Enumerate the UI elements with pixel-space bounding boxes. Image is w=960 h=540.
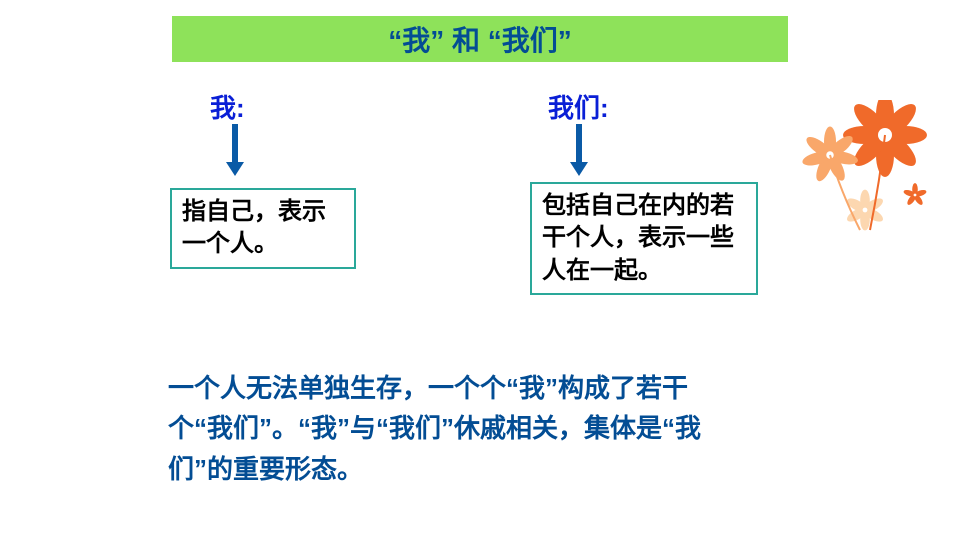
arrow-shaft [232,124,238,162]
arrow-shaft [576,124,582,162]
summary-text: 一个人无法单独生存，一个个“我”构成了若干个“我们”。“我”与“我们”休戚相关，… [168,368,748,489]
definition-box-women: 包括自己在内的若干个人，表示一些人在一起。 [530,182,758,295]
flower-decoration-icon [770,100,940,260]
title-text: “我” 和 “我们” [388,19,572,59]
title-bar: “我” 和 “我们” [172,16,788,62]
right-label-women: 我们: [548,88,609,125]
definition-box-wo: 指自己，表示一个人。 [170,188,356,269]
down-arrow-icon [228,124,242,176]
arrow-head [226,162,244,176]
arrow-head [570,162,588,176]
down-arrow-icon [572,124,586,176]
left-label-wo: 我: [210,88,245,125]
